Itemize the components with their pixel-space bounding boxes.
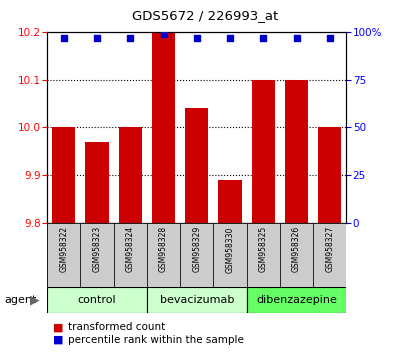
Text: ■: ■ (53, 322, 64, 332)
Bar (47, 287, 146, 313)
Point (193, 35, 200, 40)
Text: GSM958328: GSM958328 (159, 226, 168, 272)
Text: control: control (78, 295, 116, 305)
Text: dibenzazepine: dibenzazepine (256, 295, 336, 305)
Text: bevacizumab: bevacizumab (159, 295, 234, 305)
Bar (246, 223, 279, 287)
Point (160, 31, 166, 36)
Text: GSM958323: GSM958323 (92, 226, 101, 273)
Bar (118, 127, 142, 223)
Point (127, 35, 133, 40)
Point (61, 35, 67, 40)
Point (94, 35, 100, 40)
Text: agent: agent (4, 295, 36, 305)
Bar (113, 223, 146, 287)
Bar (80, 223, 113, 287)
Bar (317, 127, 341, 223)
Text: GSM958329: GSM958329 (192, 226, 201, 273)
Bar (246, 287, 346, 313)
Point (226, 35, 233, 40)
Point (326, 35, 332, 40)
Bar (151, 32, 175, 223)
Bar (284, 80, 308, 223)
Text: ■: ■ (53, 335, 64, 345)
Text: GSM958330: GSM958330 (225, 226, 234, 273)
Bar (279, 223, 312, 287)
Text: GSM958327: GSM958327 (324, 226, 333, 273)
Bar (251, 80, 274, 223)
Bar (146, 223, 180, 287)
Text: GSM958322: GSM958322 (59, 226, 68, 272)
Bar (85, 142, 108, 223)
Text: GSM958325: GSM958325 (258, 226, 267, 273)
Text: transformed count: transformed count (67, 322, 164, 332)
Point (292, 35, 299, 40)
Bar (146, 287, 246, 313)
Bar (218, 180, 241, 223)
Bar (185, 108, 208, 223)
Bar (312, 223, 346, 287)
Text: ▶: ▶ (29, 293, 39, 307)
Bar (47, 223, 80, 287)
Text: percentile rank within the sample: percentile rank within the sample (67, 335, 243, 345)
Bar (213, 223, 246, 287)
Text: GDS5672 / 226993_at: GDS5672 / 226993_at (132, 9, 277, 22)
Point (259, 35, 266, 40)
Bar (52, 127, 75, 223)
Text: GSM958324: GSM958324 (126, 226, 135, 273)
Bar (180, 223, 213, 287)
Text: GSM958326: GSM958326 (291, 226, 300, 273)
